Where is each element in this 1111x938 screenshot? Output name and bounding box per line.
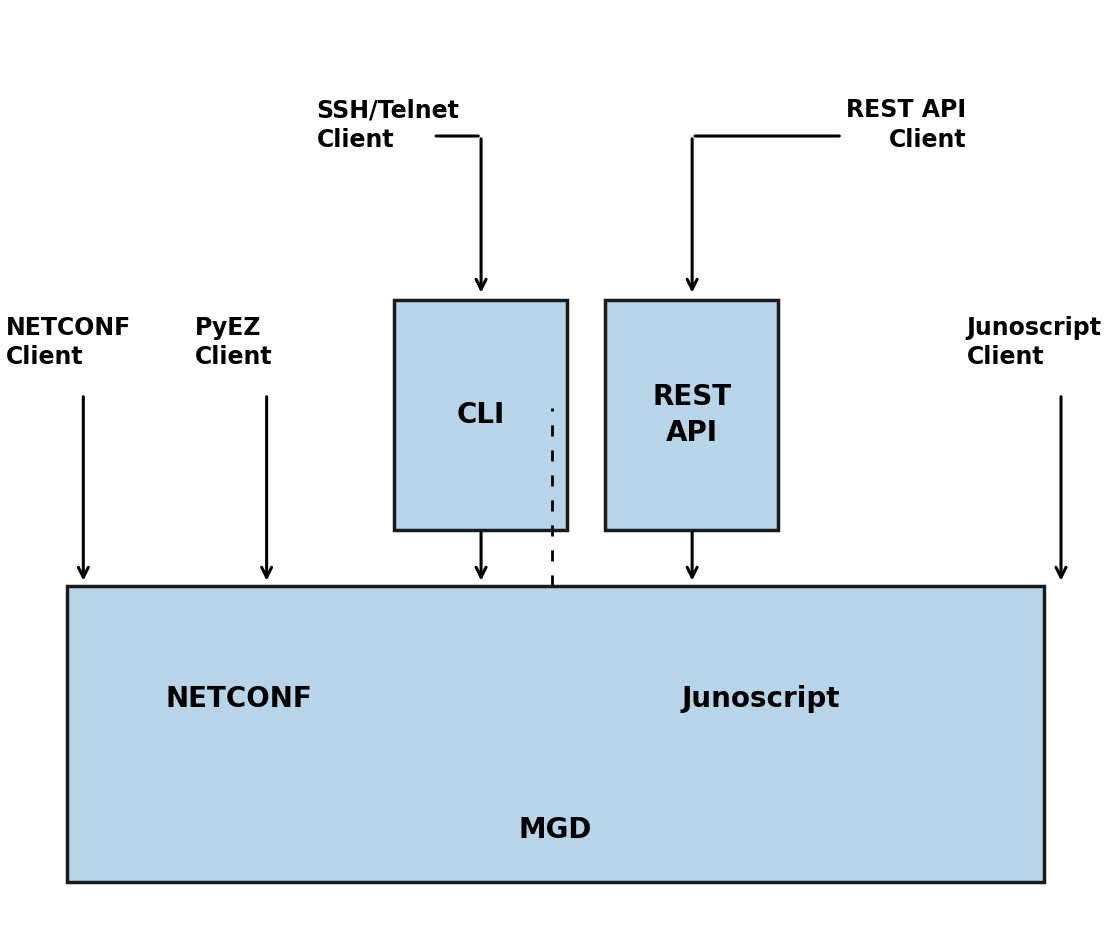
Text: NETCONF: NETCONF xyxy=(166,685,312,713)
FancyBboxPatch shape xyxy=(67,586,1044,882)
Text: MGD: MGD xyxy=(519,816,592,844)
Text: REST
API: REST API xyxy=(652,383,731,447)
Text: SSH/Telnet
Client: SSH/Telnet Client xyxy=(317,98,460,152)
Text: Junoscript: Junoscript xyxy=(682,685,840,713)
Text: REST API
Client: REST API Client xyxy=(847,98,967,152)
Text: PyEZ
Client: PyEZ Client xyxy=(194,315,272,370)
FancyBboxPatch shape xyxy=(605,300,778,530)
FancyBboxPatch shape xyxy=(394,300,567,530)
Text: Junoscript
Client: Junoscript Client xyxy=(967,315,1102,370)
Text: NETCONF
Client: NETCONF Client xyxy=(6,315,131,370)
Text: CLI: CLI xyxy=(457,401,504,429)
